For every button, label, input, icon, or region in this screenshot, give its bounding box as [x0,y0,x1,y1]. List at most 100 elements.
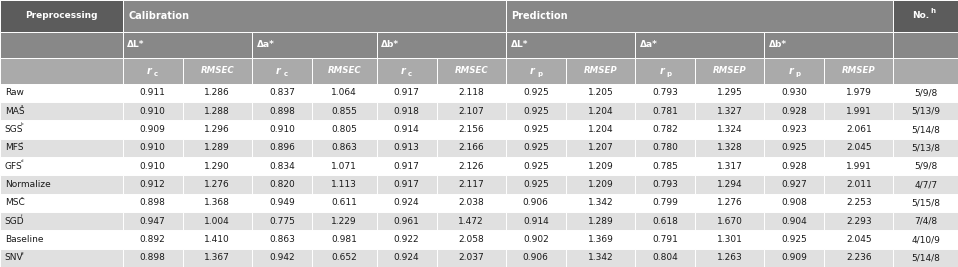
Bar [696,139,764,157]
Text: Baseline: Baseline [5,235,43,244]
Bar [566,102,635,120]
Bar [506,175,566,194]
Text: 1.301: 1.301 [717,235,742,244]
Bar [0,157,123,175]
Text: MAS: MAS [5,107,24,116]
Bar [252,194,312,212]
Bar [824,212,894,230]
Bar [312,157,376,175]
Bar [123,157,183,175]
Bar [566,230,635,249]
Bar [764,120,824,139]
Bar [0,102,123,120]
Text: 1.204: 1.204 [587,107,613,116]
Bar [696,230,764,249]
Bar [183,194,252,212]
Text: 2.236: 2.236 [846,253,872,262]
Bar [635,102,696,120]
Bar [376,230,437,249]
Text: p: p [796,71,801,77]
Text: c: c [284,71,287,77]
Text: 1.342: 1.342 [587,253,613,262]
Bar [437,194,506,212]
Bar [437,249,506,267]
Bar [123,139,183,157]
Bar [183,157,252,175]
Text: r: r [400,66,405,76]
Text: Raw: Raw [5,88,24,97]
Text: 0.782: 0.782 [652,125,678,134]
Bar [566,58,635,84]
Text: 0.961: 0.961 [394,217,420,226]
Text: 0.910: 0.910 [140,143,166,152]
Text: 1.286: 1.286 [204,88,230,97]
Text: 0.780: 0.780 [652,143,678,152]
Text: 0.924: 0.924 [394,253,420,262]
Text: 0.925: 0.925 [523,180,549,189]
Bar [506,0,894,32]
Bar [376,102,437,120]
Text: 1.288: 1.288 [204,107,230,116]
Bar [252,230,312,249]
Text: 1.205: 1.205 [587,88,613,97]
Text: 2.058: 2.058 [458,235,484,244]
Bar [123,32,252,58]
Bar [506,139,566,157]
Text: 1.295: 1.295 [717,88,742,97]
Text: RMSEP: RMSEP [842,66,876,75]
Text: 0.981: 0.981 [331,235,357,244]
Bar [437,139,506,157]
Text: c: c [154,71,158,77]
Bar [312,84,376,102]
Bar [506,120,566,139]
Bar [183,120,252,139]
Bar [566,84,635,102]
Text: 4/7/7: 4/7/7 [914,180,937,189]
Bar [252,249,312,267]
Bar [376,249,437,267]
Text: ᵉ: ᵉ [21,197,23,202]
Bar [566,194,635,212]
Bar [376,175,437,194]
Bar [824,120,894,139]
Text: 2.011: 2.011 [846,180,872,189]
Text: RMSEP: RMSEP [583,66,617,75]
Text: ᶠ: ᶠ [21,215,22,220]
Text: Δa*: Δa* [640,40,657,49]
Text: 0.652: 0.652 [331,253,357,262]
Text: 1.064: 1.064 [331,88,357,97]
Bar [696,102,764,120]
Text: ᵇ: ᵇ [21,123,23,128]
Bar [376,120,437,139]
Bar [696,175,764,194]
Bar [312,230,376,249]
Text: No.: No. [912,11,929,20]
Text: 5/9/8: 5/9/8 [914,88,937,97]
Bar [183,84,252,102]
Text: 1.369: 1.369 [587,235,613,244]
Bar [506,157,566,175]
Bar [437,58,506,84]
Text: 1.296: 1.296 [204,125,230,134]
Text: 0.896: 0.896 [269,143,295,152]
Text: 0.908: 0.908 [782,198,808,207]
Bar [0,249,123,267]
Bar [764,175,824,194]
Text: Normalize: Normalize [5,180,51,189]
Bar [183,249,252,267]
Text: 0.924: 0.924 [394,198,420,207]
Bar [566,139,635,157]
Text: 5/14/8: 5/14/8 [911,253,940,262]
Text: r: r [147,66,151,76]
Text: 2.293: 2.293 [846,217,872,226]
Text: 4/10/9: 4/10/9 [911,235,940,244]
Text: 0.611: 0.611 [331,198,357,207]
Text: 1.207: 1.207 [587,143,613,152]
Text: r: r [276,66,281,76]
Text: 0.909: 0.909 [140,125,166,134]
Bar [764,194,824,212]
Bar [764,32,894,58]
Text: 1.342: 1.342 [587,198,613,207]
Text: 0.925: 0.925 [782,143,808,152]
Text: 1.209: 1.209 [587,162,613,171]
